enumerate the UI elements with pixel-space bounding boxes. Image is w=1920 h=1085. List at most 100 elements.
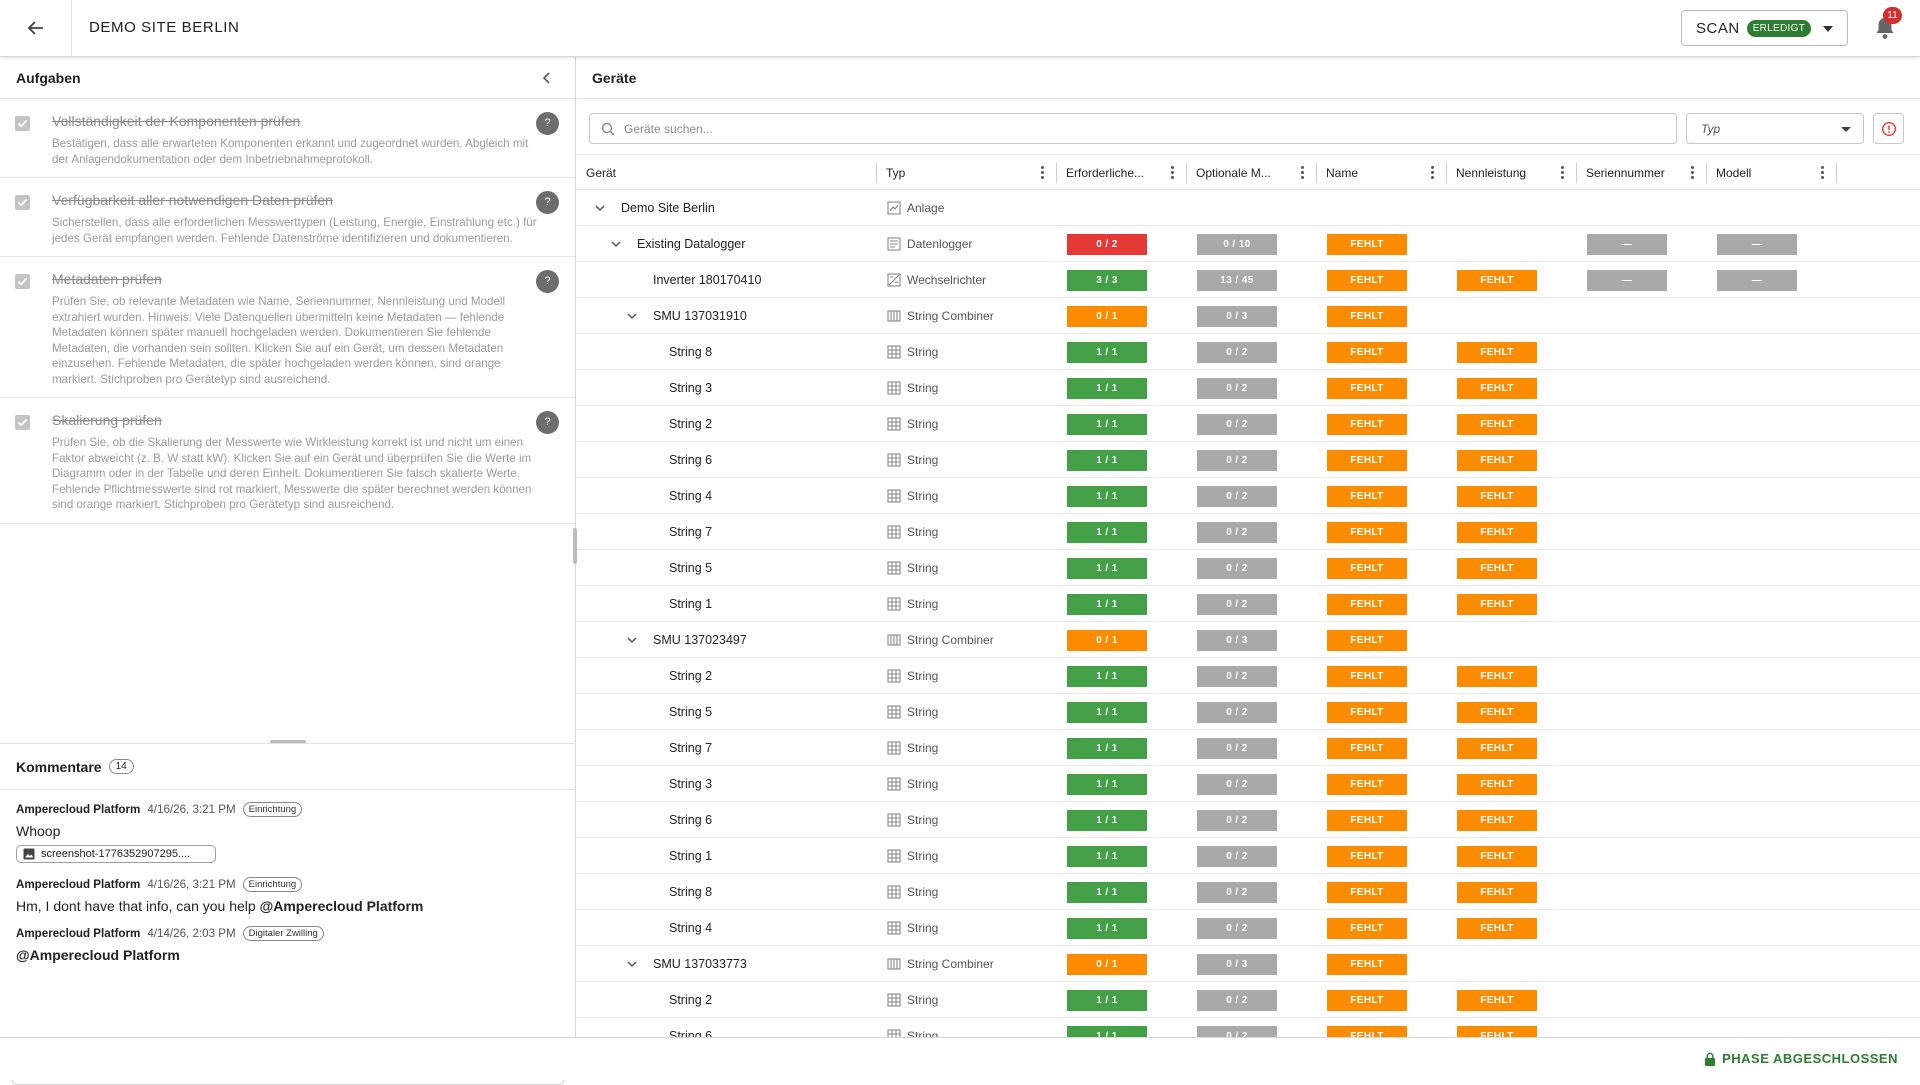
column-divider[interactable]: [1186, 163, 1187, 183]
image-icon: [23, 848, 35, 860]
table-row[interactable]: String 7 String 1 / 1 0 / 2 FEHLT FEHLT: [577, 730, 1920, 766]
table-row[interactable]: String 4 String 1 / 1 0 / 2 FEHLT FEHLT: [577, 478, 1920, 514]
device-type: String: [887, 586, 938, 621]
device-type: String: [887, 694, 938, 729]
column-divider[interactable]: [876, 163, 877, 183]
name-status-badge: FEHLT: [1327, 486, 1407, 507]
expand-chevron-icon[interactable]: [625, 957, 639, 971]
table-row[interactable]: String 6 String 1 / 1 0 / 2 FEHLT FEHLT: [577, 442, 1920, 478]
scan-status-badge: ERLEDIGT: [1746, 19, 1812, 37]
col-optionale-header[interactable]: Optionale M...: [1187, 155, 1317, 191]
table-row[interactable]: SMU 137023497 String Combiner 0 / 1 0 / 3 FE…: [577, 622, 1920, 658]
help-icon[interactable]: ?: [536, 112, 559, 135]
column-menu-icon[interactable]: [1301, 166, 1305, 180]
model-badge: —: [1717, 234, 1797, 255]
table-row[interactable]: String 5 String 1 / 1 0 / 2 FEHLT FEHLT: [577, 694, 1920, 730]
comment-author: Amperecloud Platform: [16, 803, 141, 816]
help-icon[interactable]: ?: [536, 270, 559, 293]
col-typ-header[interactable]: Typ: [877, 155, 1057, 191]
table-row[interactable]: String 3 String 1 / 1 0 / 2 FEHLT FEHLT: [577, 766, 1920, 802]
issues-filter-button[interactable]: [1873, 113, 1904, 144]
table-row[interactable]: String 5 String 1 / 1 0 / 2 FEHLT FEHLT: [577, 550, 1920, 586]
scan-phase-select[interactable]: SCAN ERLEDIGT: [1681, 10, 1848, 46]
comment-mention[interactable]: @Amperecloud Platform: [259, 898, 424, 914]
column-divider[interactable]: [1576, 163, 1577, 183]
col-name-header[interactable]: Name: [1317, 155, 1447, 191]
site-title: DEMO SITE BERLIN: [89, 19, 240, 36]
task-item[interactable]: Vollständigkeit der Komponenten prüfen Be…: [0, 99, 575, 178]
type-filter-select[interactable]: Typ: [1686, 113, 1864, 144]
expand-chevron-icon[interactable]: [593, 201, 607, 215]
expand-chevron-icon[interactable]: [609, 237, 623, 251]
table-row[interactable]: String 1 String 1 / 1 0 / 2 FEHLT FEHLT: [577, 586, 1920, 622]
resize-handle-vertical[interactable]: [573, 528, 577, 564]
task-item[interactable]: Verfügbarkeit aller notwendigen Daten pr…: [0, 178, 575, 257]
column-menu-icon[interactable]: [1171, 166, 1175, 180]
arrow-left-icon: [27, 21, 43, 35]
task-item[interactable]: Skalierung prüfen Prüfen Sie, ob die Skal…: [0, 398, 575, 524]
serial-number-badge: —: [1587, 234, 1667, 255]
table-row[interactable]: String 7 String 1 / 1 0 / 2 FEHLT FEHLT: [577, 514, 1920, 550]
expand-chevron-icon[interactable]: [625, 309, 639, 323]
col-geraet-header[interactable]: Gerät: [577, 155, 877, 191]
chevron-down-icon: [1823, 26, 1833, 32]
top-bar: DEMO SITE BERLIN SCAN ERLEDIGT 11: [0, 0, 1920, 57]
column-menu-icon[interactable]: [1041, 166, 1045, 180]
device-type: String: [887, 406, 938, 441]
table-row[interactable]: String 6 String 1 / 1 0 / 2 FEHLT FEHLT: [577, 802, 1920, 838]
chevron-left-icon[interactable]: [539, 70, 555, 86]
table-row[interactable]: String 2 String 1 / 1 0 / 2 FEHLT FEHLT: [577, 982, 1920, 1018]
column-divider[interactable]: [1706, 163, 1707, 183]
table-row[interactable]: String 3 String 1 / 1 0 / 2 FEHLT FEHLT: [577, 370, 1920, 406]
column-divider[interactable]: [1446, 163, 1447, 183]
table-row[interactable]: SMU 137031910 String Combiner 0 / 1 0 / 3 FE…: [577, 298, 1920, 334]
device-type-label: String: [907, 884, 939, 899]
table-row[interactable]: String 2 String 1 / 1 0 / 2 FEHLT FEHLT: [577, 658, 1920, 694]
table-row[interactable]: String 8 String 1 / 1 0 / 2 FEHLT FEHLT: [577, 874, 1920, 910]
table-row[interactable]: Inverter 180170410 Wechselrichter 3 / 3 13 …: [577, 262, 1920, 298]
column-divider[interactable]: [1056, 163, 1057, 183]
device-name: String 1: [669, 848, 713, 863]
expand-chevron-icon[interactable]: [625, 633, 639, 647]
column-divider[interactable]: [1836, 163, 1837, 183]
task-item[interactable]: Metadaten prüfen Prüfen Sie, ob relevante…: [0, 257, 575, 398]
comment-mention[interactable]: @Amperecloud Platform: [16, 947, 180, 963]
table-row[interactable]: String 8 String 1 / 1 0 / 2 FEHLT FEHLT: [577, 334, 1920, 370]
device-type: String: [887, 478, 938, 513]
col-seriennummer-header[interactable]: Seriennummer: [1577, 155, 1707, 191]
table-row[interactable]: SMU 137033773 String Combiner 0 / 1 0 / 3 FE…: [577, 946, 1920, 982]
device-type: String: [887, 658, 938, 693]
table-row[interactable]: String 1 String 1 / 1 0 / 2 FEHLT FEHLT: [577, 838, 1920, 874]
column-menu-icon[interactable]: [1561, 166, 1565, 180]
comment-attachment[interactable]: screenshot-1776352907295....: [16, 845, 216, 863]
name-status-badge: FEHLT: [1327, 666, 1407, 687]
col-nennleistung-header[interactable]: Nennleistung: [1447, 155, 1577, 191]
col-modell-header[interactable]: Modell: [1707, 155, 1837, 191]
caret-down-icon: [1841, 127, 1851, 132]
table-row[interactable]: String 4 String 1 / 1 0 / 2 FEHLT FEHLT: [577, 910, 1920, 946]
required-metrics-badge: 1 / 1: [1067, 486, 1147, 507]
help-icon[interactable]: ?: [536, 411, 559, 434]
resize-handle-horizontal[interactable]: [270, 740, 306, 744]
col-erforderliche-header[interactable]: Erforderliche...: [1057, 155, 1187, 191]
column-menu-icon[interactable]: [1691, 166, 1695, 180]
table-row[interactable]: String 2 String 1 / 1 0 / 2 FEHLT FEHLT: [577, 406, 1920, 442]
back-button[interactable]: [0, 0, 72, 56]
help-icon[interactable]: ?: [536, 191, 559, 214]
required-metrics-badge: 1 / 1: [1067, 738, 1147, 759]
required-metrics-badge: 1 / 1: [1067, 1026, 1147, 1037]
task-checkbox[interactable]: [15, 274, 30, 289]
task-checkbox[interactable]: [15, 116, 30, 131]
table-row[interactable]: Existing Datalogger Datenlogger 0 / 2 0 / 1…: [577, 226, 1920, 262]
optional-metrics-badge: 0 / 3: [1197, 630, 1277, 651]
task-checkbox[interactable]: [15, 195, 30, 210]
column-menu-icon[interactable]: [1431, 166, 1435, 180]
device-type-label: String: [907, 524, 939, 539]
table-row[interactable]: String 6 String 1 / 1 0 / 2 FEHLT FEHLT: [577, 1018, 1920, 1037]
column-divider[interactable]: [1316, 163, 1317, 183]
device-search-input[interactable]: [624, 121, 1676, 136]
table-row[interactable]: Demo Site Berlin Anlage: [577, 190, 1920, 226]
column-menu-icon[interactable]: [1821, 166, 1825, 180]
comment-author: Amperecloud Platform: [16, 878, 141, 891]
task-checkbox[interactable]: [15, 415, 30, 430]
